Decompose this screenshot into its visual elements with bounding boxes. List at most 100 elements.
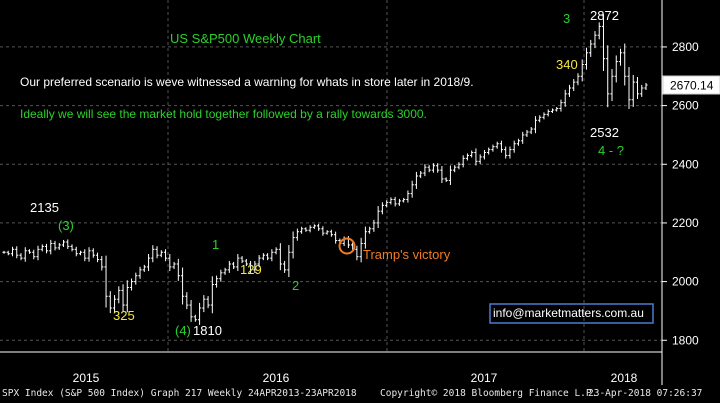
label-340: 340: [556, 57, 578, 72]
ohlc-bar: [40, 244, 44, 252]
ohlc-bar: [529, 127, 533, 135]
watermark-box: [489, 303, 654, 324]
ohlc-bar: [176, 258, 180, 281]
ohlc-bar: [197, 302, 202, 325]
ohlc-bar: [414, 171, 419, 189]
ohlc-bar: [23, 247, 27, 262]
ohlc-bar: [402, 197, 406, 203]
ohlc-bar: [142, 264, 146, 272]
footer-left: SPX Index (S&P 500 Index) Graph 217 Week…: [2, 388, 357, 399]
ohlc-bar: [627, 67, 631, 109]
ohlc-bar: [495, 141, 499, 149]
ohlc-bar: [504, 146, 508, 159]
ohlc-bar: [508, 146, 512, 159]
ohlc-bar: [227, 260, 231, 273]
ohlc-bar: [385, 200, 389, 208]
ohlc-bar: [287, 245, 291, 278]
ohlc-bar: [317, 223, 321, 231]
ohlc-bar: [151, 245, 155, 263]
ohlc-bar: [474, 148, 478, 166]
ohlc-bar: [389, 197, 393, 205]
ohlc-bar: [406, 190, 410, 203]
ohlc-bar: [461, 155, 465, 168]
x-tick-label-2018: 2018: [611, 371, 638, 385]
ohlc-bar: [329, 229, 333, 237]
ohlc-bar: [597, 22, 601, 40]
ohlc-bar: [457, 162, 461, 170]
ohlc-bar: [49, 239, 53, 255]
ohlc-bar: [278, 243, 282, 271]
ohlc-bar: [219, 269, 223, 282]
ohlc-bar: [393, 196, 397, 207]
label-1810: 1810: [193, 323, 222, 338]
ohlc-bar: [78, 250, 83, 256]
label-wave-4: 4 - ?: [598, 143, 625, 158]
ohlc-bar: [368, 226, 372, 234]
ohlc-bar: [618, 48, 623, 66]
ohlc-bar: [32, 249, 36, 260]
ohlc-bar: [419, 171, 423, 179]
ohlc-bar: [593, 31, 597, 49]
ohlc-bar: [10, 246, 15, 257]
ohlc-bar: [185, 292, 189, 310]
ohlc-bar: [146, 254, 151, 272]
label-wave-3-paren: (3): [58, 218, 74, 233]
ohlc-bar: [240, 256, 244, 264]
ohlc-bar: [397, 198, 402, 206]
ohlc-bar: [499, 140, 504, 153]
last-price-marker: 2670.14: [662, 75, 720, 95]
ohlc-bar: [134, 272, 138, 285]
ohlc-bar: [312, 224, 316, 229]
ohlc-bar: [359, 237, 363, 263]
ohlc-bar: [172, 261, 176, 269]
ohlc-bar: [295, 228, 299, 241]
ohlc-bar: [53, 240, 57, 251]
ohlc-bar: [291, 231, 295, 259]
ohlc-bar: [521, 131, 525, 144]
ohlc-bar: [15, 246, 19, 259]
ohlc-bar: [308, 225, 312, 233]
ohlc-bar: [491, 144, 495, 152]
ohlc-bar: [448, 165, 453, 186]
ohlc-bar: [644, 83, 648, 91]
ohlc-bar: [334, 231, 338, 244]
ohlc-bar: [372, 219, 376, 232]
ohlc-bar: [210, 276, 214, 314]
ohlc-bar: [36, 245, 40, 261]
ohlc-bar: [57, 242, 61, 250]
label-129: 129: [240, 262, 262, 277]
label-wave-4-paren: (4): [175, 323, 191, 338]
label-325: 325: [113, 308, 135, 323]
ohlc-bar: [631, 74, 635, 107]
footer-middle: Copyright© 2018 Bloomberg Finance L.P.: [380, 388, 598, 399]
ohlc-bar: [635, 77, 640, 99]
ohlc-bar: [572, 79, 576, 92]
ohlc-bar: [257, 255, 261, 268]
ohlc-bar: [168, 254, 172, 272]
ohlc-bar: [325, 230, 329, 235]
ohlc-bar: [482, 149, 487, 160]
ohlc-bar: [376, 206, 380, 229]
ohlc-bar: [431, 163, 436, 173]
x-tick-label-2017: 2017: [471, 371, 498, 385]
ohlc-bar: [555, 106, 559, 112]
ohlc-bar: [163, 249, 168, 262]
ohlc-bar: [440, 166, 444, 184]
ohlc-bar: [117, 286, 121, 304]
ohlc-bar: [91, 248, 95, 258]
y-tick-label-2400: 2400: [672, 157, 699, 171]
label-2532: 2532: [590, 125, 619, 140]
x-axis: 2015 2016 2017 2018: [0, 351, 720, 385]
y-tick-label-1800: 1800: [672, 333, 699, 347]
ohlc-bar: [270, 249, 274, 262]
ohlc-bar: [214, 275, 219, 288]
ohlc-bar: [95, 252, 100, 263]
ohlc-bar: [274, 247, 278, 255]
ohlc-bar: [563, 89, 567, 107]
ohlc-bar: [436, 163, 440, 173]
ohlc-bar: [525, 129, 529, 137]
ohlc-bar: [576, 73, 580, 86]
x-tick-label-2016: 2016: [263, 371, 290, 385]
ohlc-bar: [606, 45, 610, 108]
ohlc-bar: [193, 314, 197, 322]
